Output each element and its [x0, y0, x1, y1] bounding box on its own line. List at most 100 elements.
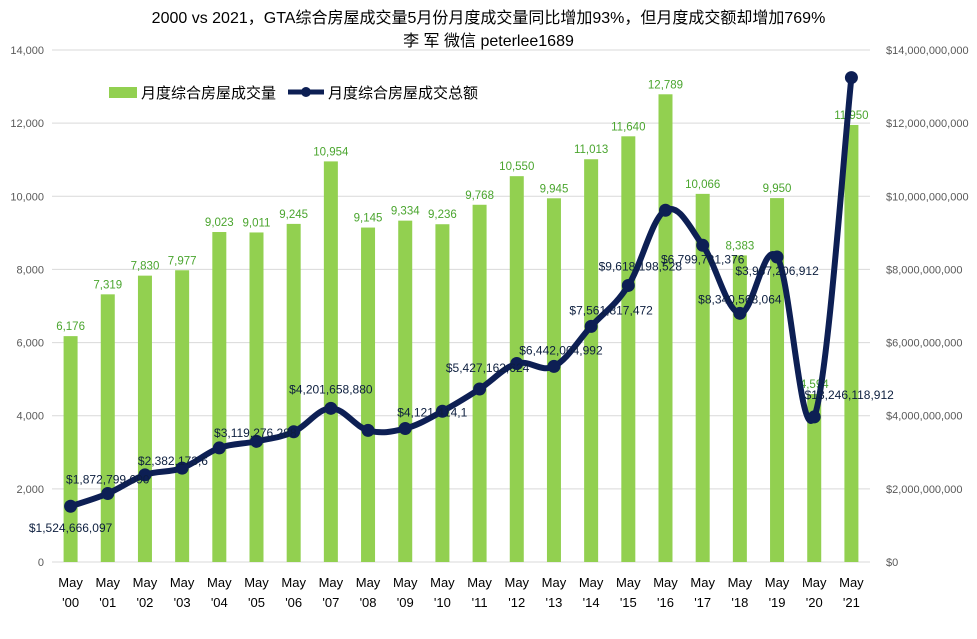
line-point	[733, 306, 747, 320]
line-point	[250, 434, 263, 448]
bar-value-label: 11,950	[834, 110, 868, 122]
chart-title: 2000 vs 2021，GTA综合房屋成交量5月份月度成交量同比增加93%，但…	[151, 10, 826, 27]
bar	[770, 198, 785, 562]
line-value-label: $5,427,162,624	[446, 361, 530, 375]
x-tick-month: May	[170, 575, 195, 590]
line-point	[287, 425, 301, 439]
bar-value-label: 11,640	[611, 121, 645, 133]
bar	[844, 124, 859, 562]
right-tick-label: $6,000,000,000	[886, 338, 962, 350]
bar-value-label: 6,176	[56, 321, 85, 333]
x-tick-month: May	[653, 575, 678, 590]
bar	[807, 393, 822, 562]
bar	[584, 159, 599, 562]
x-tick-month: May	[765, 575, 790, 590]
x-tick-month: May	[133, 575, 158, 590]
x-tick-year: '11	[472, 595, 488, 610]
bar-value-label: 9,023	[205, 217, 234, 229]
x-tick-month: May	[542, 575, 567, 590]
line-value-label: $6,442,004,992	[519, 343, 603, 357]
bar	[546, 198, 561, 562]
line-value-label: $9,618,198,528	[599, 259, 683, 273]
x-tick-month: May	[467, 575, 492, 590]
x-tick-year: '13	[545, 595, 562, 610]
bar-value-label: 10,954	[313, 146, 349, 158]
right-tick-label: $2,000,000,000	[886, 484, 962, 496]
right-tick-label: $0	[886, 557, 898, 569]
x-tick-year: '02	[136, 595, 153, 610]
legend-bar-label: 月度综合房屋成交量	[141, 84, 276, 102]
right-tick-label: $14,000,000,000	[886, 45, 969, 57]
x-tick-year: '00	[62, 595, 79, 610]
bar-value-label: 9,145	[354, 213, 383, 225]
x-tick-month: May	[244, 575, 269, 590]
x-tick-month: May	[690, 575, 715, 590]
bar-value-label: 7,319	[93, 279, 122, 291]
bar-value-label: 10,550	[499, 161, 534, 173]
line-value-label: $4,121,414,1	[397, 406, 467, 420]
line-value-label: $1,872,799,090	[66, 473, 150, 487]
right-tick-label: $10,000,000,000	[886, 191, 969, 203]
left-tick-label: 2,000	[16, 484, 44, 496]
line-value-label: $3,119,276,288	[214, 426, 297, 440]
x-tick-month: May	[356, 575, 381, 590]
x-tick-year: '08	[360, 595, 377, 610]
bar	[286, 223, 301, 562]
line-value-label: $4,201,658,880	[289, 382, 373, 396]
x-tick-year: '20	[806, 595, 823, 610]
x-tick-month: May	[95, 575, 120, 590]
line-labels: $1,524,666,097 $1,872,799,090 $2,382,173,6…	[29, 252, 894, 535]
right-tick-label: $12,000,000,000	[886, 118, 969, 130]
x-tick-month: May	[802, 575, 827, 590]
legend-line-label: 月度综合房屋成交总额	[328, 84, 478, 102]
x-tick-month: May	[579, 575, 604, 590]
x-tick-year: '16	[657, 595, 674, 610]
line-point	[64, 499, 78, 513]
bar	[249, 232, 264, 562]
bar	[658, 94, 673, 563]
left-tick-label: 12,000	[10, 118, 44, 130]
line-point	[807, 410, 821, 424]
bar	[175, 270, 190, 562]
x-tick-year: '19	[769, 595, 786, 610]
x-tick-year: '07	[322, 595, 339, 610]
bar-value-label: 12,789	[648, 79, 683, 91]
line-point	[547, 359, 561, 373]
legend-line-marker	[301, 87, 311, 97]
bar-value-label: 9,245	[279, 209, 308, 221]
x-tick-year: '18	[731, 595, 748, 610]
bar-value-label: 9,768	[465, 190, 494, 202]
x-tick-month: May	[616, 575, 641, 590]
line-value-label: $13,246,118,912	[805, 388, 895, 402]
bar-value-label: 11,013	[574, 144, 608, 156]
bar-value-label: 9,334	[391, 206, 420, 218]
line-point	[659, 203, 672, 217]
bar	[323, 161, 338, 562]
line-value-label: $1,524,666,097	[29, 521, 113, 535]
bar	[435, 224, 450, 562]
x-tick-month: May	[728, 575, 753, 590]
bar-value-label: 8,383	[725, 240, 754, 252]
x-tick-year: '10	[434, 595, 451, 610]
bar-value-label: 9,236	[428, 209, 457, 221]
x-tick-year: '12	[508, 595, 525, 610]
x-tick-month: May	[393, 575, 418, 590]
x-tick-month: May	[58, 575, 83, 590]
bar	[361, 227, 376, 562]
line-point	[844, 71, 858, 85]
line-point	[435, 404, 449, 418]
x-tick-year: '06	[285, 595, 302, 610]
bar	[621, 136, 636, 562]
x-tick-month: May	[839, 575, 864, 590]
bar	[732, 255, 747, 563]
line-point	[696, 238, 710, 252]
line-point	[770, 250, 784, 264]
left-tick-label: 0	[38, 557, 44, 569]
left-tick-label: 4,000	[16, 411, 44, 423]
x-tick-year: '01	[99, 595, 116, 610]
bar	[695, 193, 710, 562]
right-tick-label: $8,000,000,000	[886, 264, 962, 276]
bar	[212, 232, 227, 563]
x-tick-year: '17	[694, 595, 711, 610]
